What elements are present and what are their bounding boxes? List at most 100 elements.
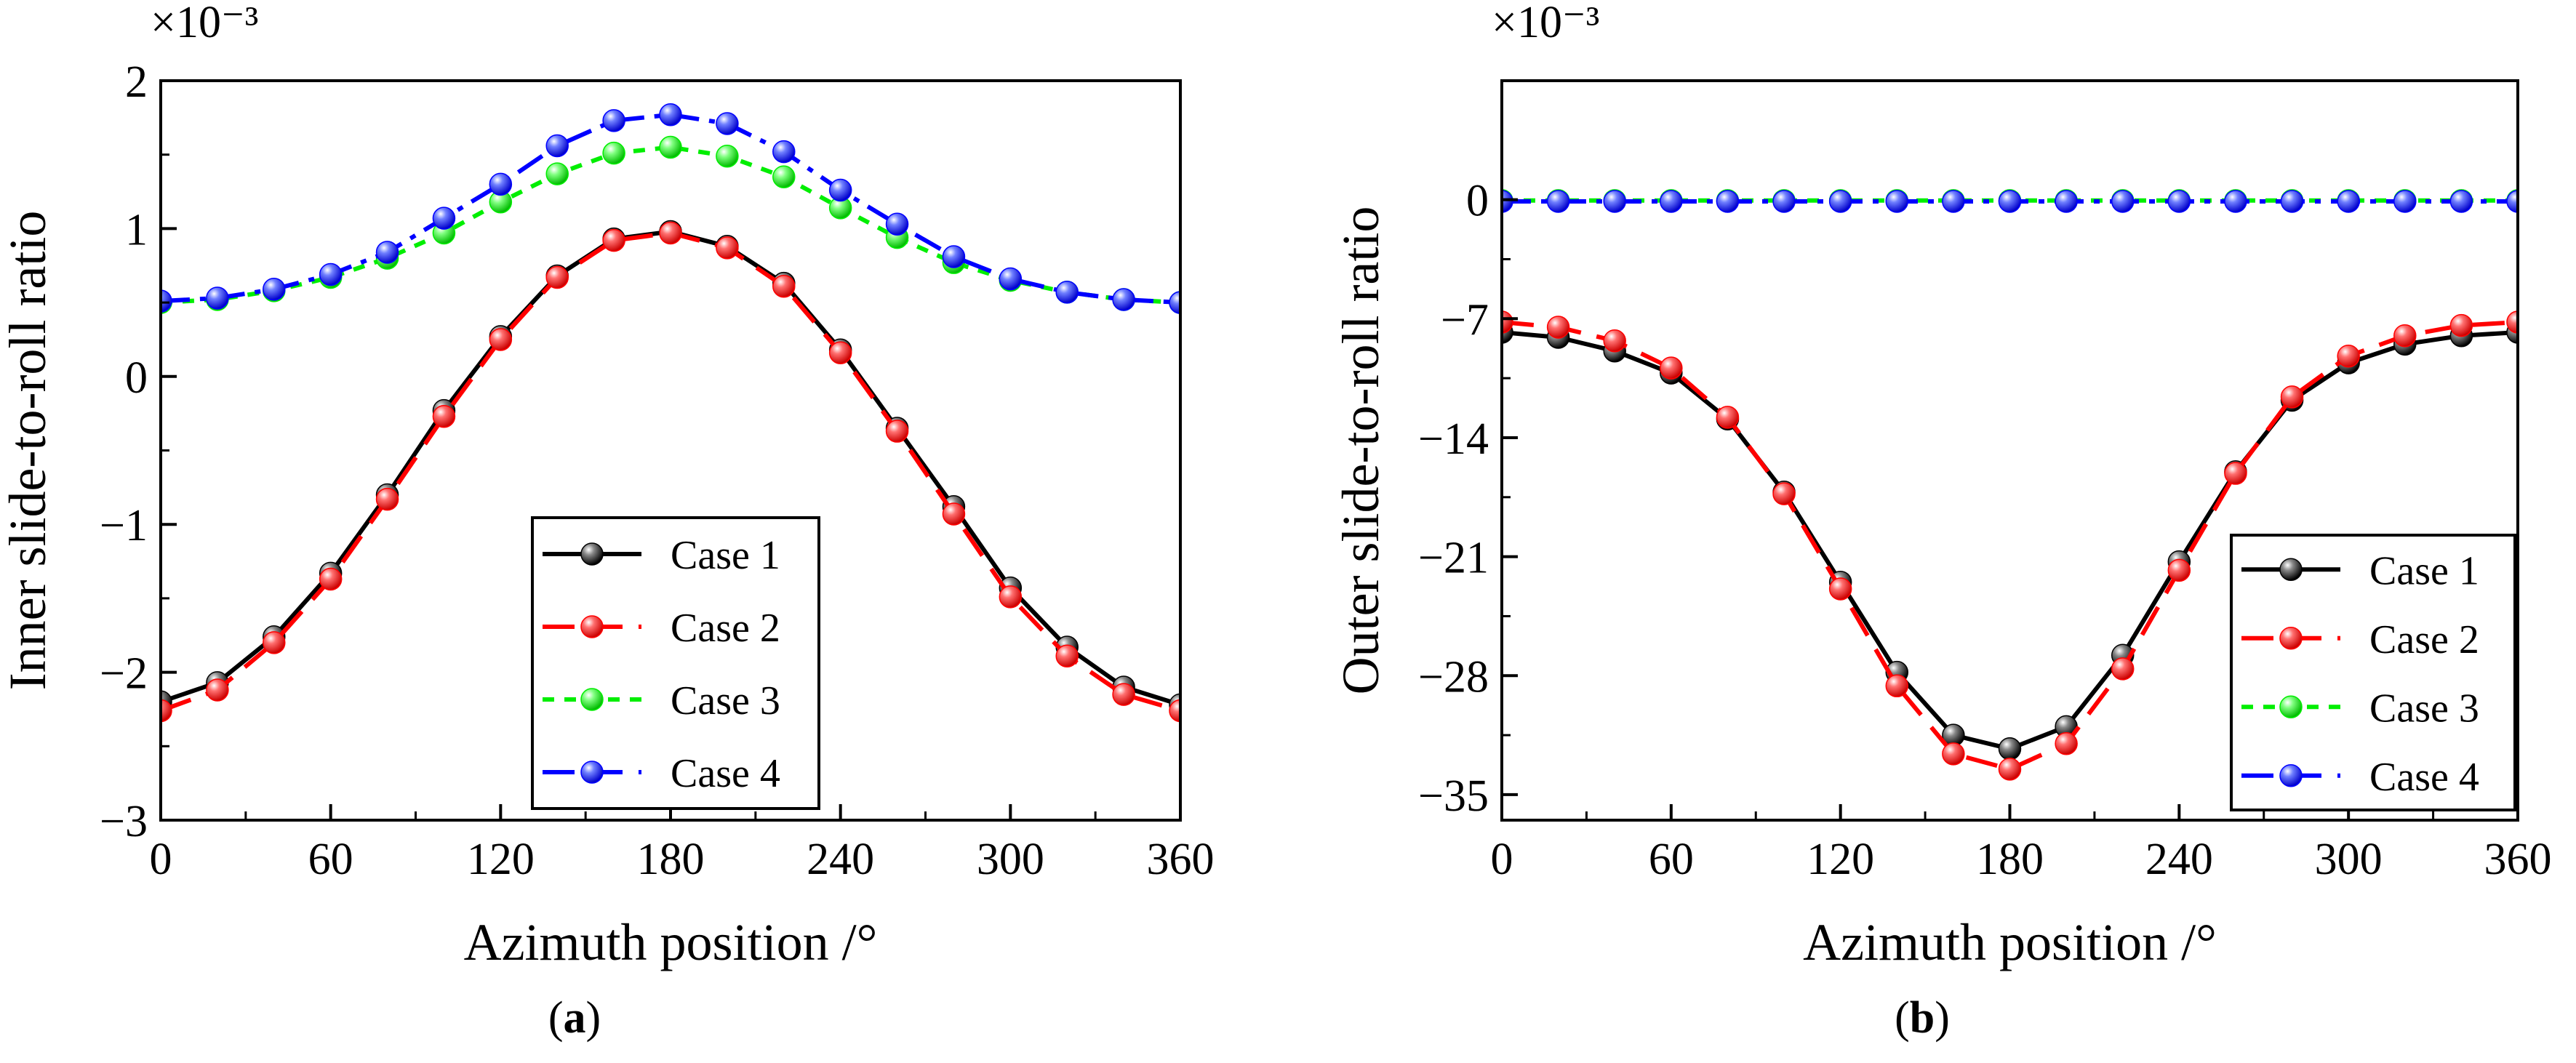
data-point xyxy=(828,341,852,365)
legend-marker-3 xyxy=(580,688,604,711)
x-tick-label: 300 xyxy=(2315,835,2383,884)
data-point xyxy=(2506,190,2518,213)
data-point xyxy=(432,404,456,428)
y-tick-label: −3 xyxy=(100,797,148,846)
data-point xyxy=(2449,190,2473,213)
legend-label: Case 1 xyxy=(2369,548,2479,593)
x-tick-label: 60 xyxy=(1649,835,1694,884)
data-point xyxy=(828,178,852,202)
x-tick-label: 120 xyxy=(1807,835,1874,884)
legend-marker-4 xyxy=(2279,764,2303,787)
data-point xyxy=(2055,190,2078,213)
legend-label: Case 4 xyxy=(2369,755,2479,800)
data-point xyxy=(2167,190,2191,213)
x-tick-label: 300 xyxy=(977,835,1044,884)
data-point xyxy=(716,144,739,168)
data-point xyxy=(489,172,513,196)
data-point xyxy=(1772,190,1796,213)
y-tick-label: 1 xyxy=(125,205,148,254)
legend-marker-2 xyxy=(580,615,604,638)
data-point xyxy=(772,140,796,164)
data-point xyxy=(1998,758,2022,781)
data-point xyxy=(772,274,796,298)
y-tick-label: 0 xyxy=(125,353,148,403)
data-point xyxy=(1055,281,1079,304)
data-point xyxy=(2337,344,2360,368)
legend-marker-1 xyxy=(2279,558,2303,581)
data-point xyxy=(1112,288,1135,311)
legend: Case 1 Case 2 Case 3 Case 4 xyxy=(531,516,820,810)
data-point xyxy=(545,134,569,158)
x-tick-label: 240 xyxy=(807,835,874,884)
data-point xyxy=(885,420,909,443)
legend: Case 1 Case 2 Case 3 Case 4 xyxy=(2230,534,2516,811)
data-point xyxy=(1942,742,1965,766)
panel-label-part: ( xyxy=(1895,993,1910,1043)
data-point xyxy=(2167,558,2191,582)
legend-label: Case 2 xyxy=(2369,617,2479,662)
data-point xyxy=(1772,482,1796,505)
data-point xyxy=(2506,310,2518,334)
data-point xyxy=(1169,699,1180,723)
data-point xyxy=(2393,190,2417,213)
data-point xyxy=(206,286,229,310)
data-point xyxy=(2449,313,2473,337)
data-point xyxy=(2224,462,2247,485)
data-point xyxy=(1502,310,1513,334)
data-point xyxy=(716,236,739,260)
legend-label: Case 2 xyxy=(671,606,780,651)
data-point xyxy=(2224,190,2247,213)
data-point xyxy=(659,135,682,159)
data-point xyxy=(1603,329,1626,353)
data-point xyxy=(1502,190,1513,213)
legend-marker-4 xyxy=(580,761,604,784)
y-scale-exponent: ×10⁻³ xyxy=(1492,0,1599,47)
x-axis-title: Azimuth position /° xyxy=(464,913,878,971)
data-point xyxy=(659,103,682,127)
data-point xyxy=(2111,190,2135,213)
data-point xyxy=(602,228,625,252)
data-point xyxy=(545,265,569,289)
data-point xyxy=(489,328,513,351)
data-point xyxy=(885,212,909,236)
data-point xyxy=(1885,190,1909,213)
x-tick-label: 180 xyxy=(1976,835,2044,884)
y-tick-label: −35 xyxy=(1418,771,1489,821)
data-point xyxy=(999,267,1023,291)
data-point xyxy=(1716,406,1740,429)
y-tick-label: −1 xyxy=(100,501,148,550)
y-tick-label: 0 xyxy=(1466,177,1489,226)
data-point xyxy=(1169,291,1180,314)
x-axis-title: Azimuth position /° xyxy=(1803,913,2217,971)
data-point xyxy=(545,162,569,185)
data-point xyxy=(161,699,172,723)
data-point xyxy=(1828,577,1852,601)
data-point xyxy=(1603,190,1626,213)
panel-label-part: ) xyxy=(1935,993,1950,1043)
data-point xyxy=(1942,190,1965,213)
data-point xyxy=(659,221,682,245)
y-tick-label: −28 xyxy=(1418,652,1489,702)
y-tick-label: −14 xyxy=(1418,414,1489,464)
legend-label: Case 4 xyxy=(671,751,780,796)
legend-marker-3 xyxy=(2279,695,2303,718)
data-point xyxy=(432,206,456,230)
x-tick-label: 180 xyxy=(637,835,705,884)
data-point xyxy=(1546,190,1570,213)
panel-label: (b) xyxy=(1895,993,1950,1043)
data-point xyxy=(999,585,1023,609)
data-point xyxy=(2111,657,2135,681)
data-point xyxy=(1055,644,1079,667)
data-point xyxy=(2280,385,2304,409)
data-point xyxy=(1660,190,1683,213)
legend-marker-1 xyxy=(580,542,604,566)
panel-label-part: b xyxy=(1910,993,1935,1043)
data-point xyxy=(319,262,343,286)
panel-label-part: ( xyxy=(548,993,564,1043)
data-point xyxy=(2393,324,2417,348)
data-point xyxy=(319,567,343,591)
y-tick-label: −21 xyxy=(1418,534,1489,583)
data-point xyxy=(1828,190,1852,213)
x-tick-label: 60 xyxy=(308,835,353,884)
y-scale-exponent: ×10⁻³ xyxy=(151,0,258,47)
